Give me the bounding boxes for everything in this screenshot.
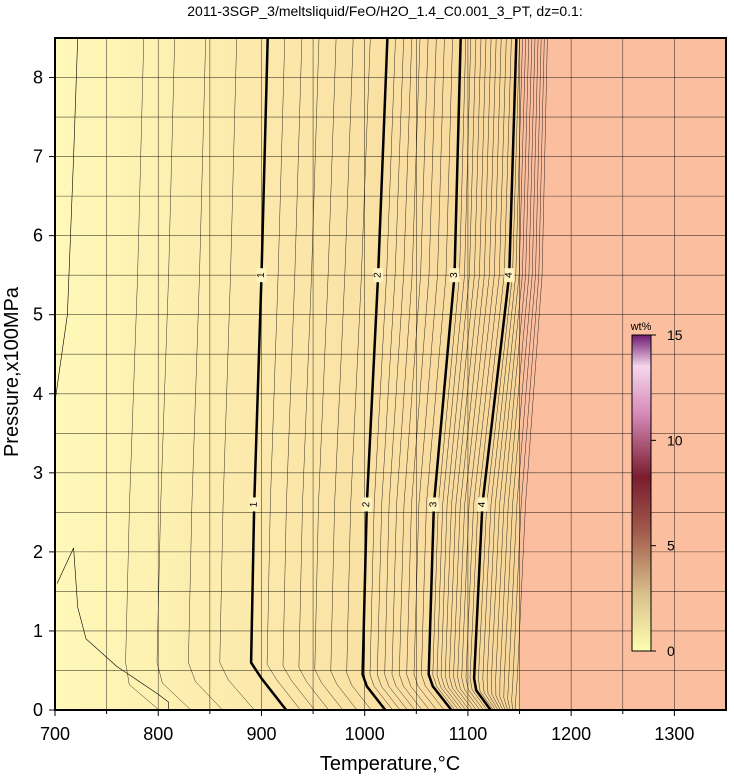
major-contour-1 (249, 38, 288, 710)
colorbar-tick-label: 15 (667, 327, 683, 343)
x-tick-label: 1000 (345, 724, 385, 744)
y-tick-label: 0 (33, 700, 43, 720)
contour-label-bg (504, 268, 515, 283)
x-tick-label: 700 (40, 724, 70, 744)
major-contours: 1 1 2 2 3 3 4 4 (249, 38, 518, 710)
plot-frame (54, 37, 727, 711)
y-tick-label: 8 (33, 68, 43, 88)
colorbar-tick-label: 0 (667, 643, 675, 659)
plot-area: 1 1 2 2 3 3 4 4 (55, 38, 726, 710)
colorbar-unit: wt% (630, 321, 652, 333)
colorbar: wt% 0 5 10 15 (630, 321, 683, 659)
y-tick-label: 1 (33, 621, 43, 641)
y-axis-ticks: 0 1 2 3 4 5 6 7 8 (33, 68, 55, 720)
y-tick-label: 4 (33, 384, 43, 404)
colorbar-tick-label: 10 (667, 432, 683, 448)
contour-label-bg (449, 268, 460, 283)
x-axis-title: Temperature,°C (320, 753, 460, 775)
y-tick-label: 3 (33, 463, 43, 483)
melt-field (55, 38, 520, 710)
contour-label: 1 (249, 501, 260, 507)
contour-label-bg (428, 497, 439, 512)
y-tick-label: 6 (33, 226, 43, 246)
chart-title: 2011-3SGP_3/meltsliquid/FeO/H2O_1.4_C0.0… (187, 3, 582, 19)
major-contour-2 (361, 38, 389, 710)
y-tick-label: 2 (33, 542, 43, 562)
major-contour-3 (427, 38, 462, 710)
x-tick-label: 1200 (551, 724, 591, 744)
contour-label: 4 (504, 272, 515, 278)
contour-label: 3 (449, 272, 460, 278)
x-tick-label: 1100 (449, 724, 488, 744)
x-tick-label: 1300 (654, 724, 694, 744)
contour-label-bg (361, 497, 372, 512)
contour-label-bg (373, 268, 384, 283)
y-tick-label: 5 (33, 305, 43, 325)
contour-label-bg (256, 268, 267, 283)
colorbar-tick-label: 5 (667, 538, 675, 554)
contour-label: 1 (256, 272, 267, 278)
contour-label-bg (477, 497, 488, 512)
contour-label: 2 (361, 501, 372, 507)
contour-label-bg (249, 497, 260, 512)
contour-label: 3 (428, 501, 439, 507)
x-tick-label: 800 (143, 724, 173, 744)
y-tick-label: 7 (33, 147, 43, 167)
x-axis-ticks: 700 800 900 1000 1100 1200 1300 (40, 710, 694, 744)
y-axis-title: Pressure,x100MPa (1, 286, 23, 457)
minor-contour (56, 547, 169, 710)
x-tick-label: 900 (246, 724, 276, 744)
major-contour-4 (472, 38, 518, 710)
colorbar-scale (631, 334, 652, 652)
contour-label: 4 (477, 501, 488, 507)
contour-label: 2 (373, 272, 384, 278)
grid-lines (55, 38, 726, 710)
